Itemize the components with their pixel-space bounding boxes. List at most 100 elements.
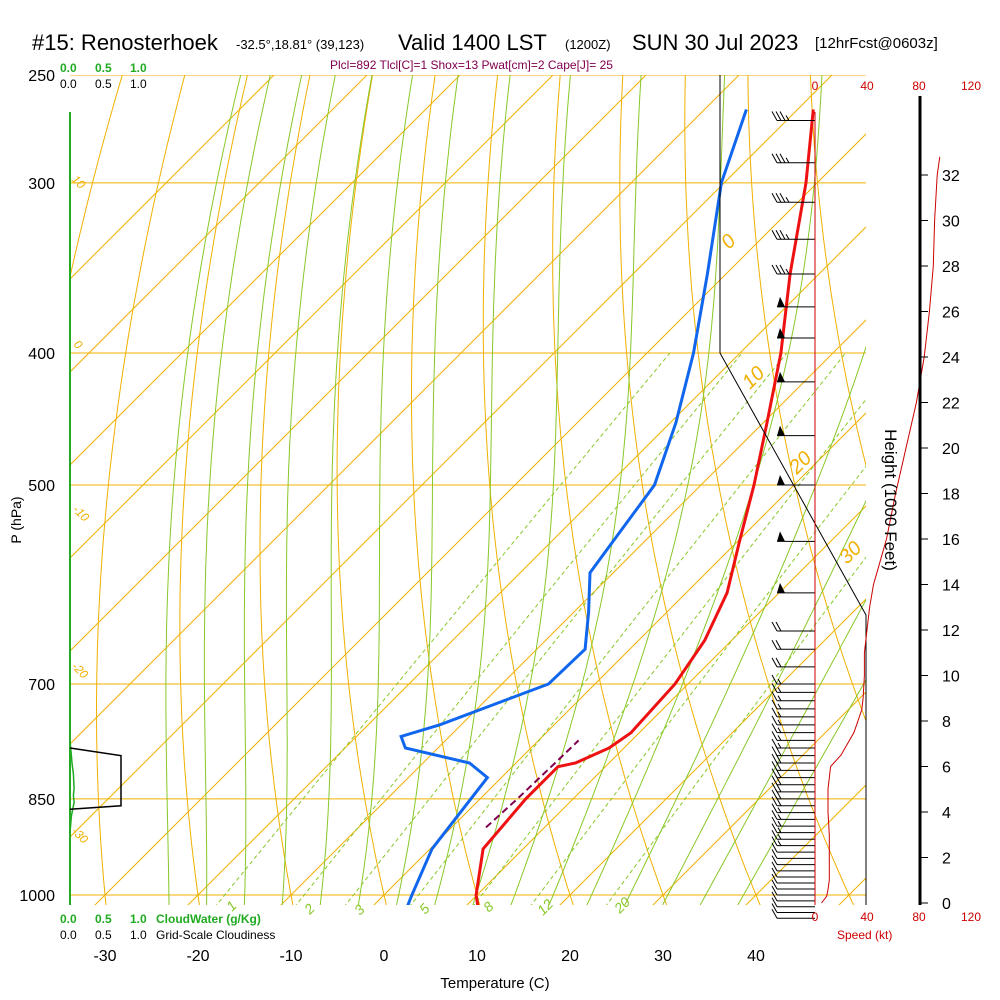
wind-barb-flag [771,657,778,668]
moist-adiabat-line [357,75,414,905]
cloudwater-tick-label: 0.5 [95,61,112,75]
temperature-tick-label: -10 [279,948,302,965]
wind-barb-half-flag [777,833,782,840]
wind-barb-flag [771,836,778,846]
wind-barb-flag [771,810,778,820]
mixing-ratio-line [605,556,866,905]
wind-barb-pennant [777,582,785,593]
wind-barb-half-flag [777,840,782,846]
temperature-tick-label: 20 [561,948,579,965]
pressure-tick-label: 250 [28,68,55,85]
station-coords: -32.5°,18.81° (39,123) [236,37,365,52]
wind-barb-flag [771,855,778,865]
wind-barb [777,475,815,486]
mixing-ratio-line [295,352,743,905]
wind-barb [771,715,815,726]
height-tick-label: 18 [942,487,960,504]
wind-barb-flag [771,731,778,741]
wind-barb [771,229,815,240]
wind-barb-flag [771,897,778,907]
wind-barb-half-flag [785,233,790,240]
wind-barb-pennant [777,296,785,307]
mixing-ratio-label: 2 [300,900,318,918]
moist-adiabat-line [203,75,271,905]
wind-barb-flag [771,723,778,733]
wind-barb [771,621,815,632]
wind-barb-flag [771,873,778,884]
isotherm-line [94,133,866,905]
pressure-tick-label: 700 [28,677,55,694]
height-tick-label: 14 [942,578,960,595]
wind-barb [771,639,815,650]
moist-adiabat-line [624,345,866,905]
wind-speed-tick-label: 120 [961,79,981,93]
wind-barb [777,371,815,383]
wind-barb-half-flag [777,678,782,685]
isotherm-line [70,75,740,745]
dry-adiabat-label: -10 [70,502,92,524]
moist-adiabat-line [165,75,242,905]
mixing-ratio-label: 3 [351,901,368,918]
wind-barb-half-flag [777,687,782,693]
wind-barb-flag [771,746,778,756]
wind-barb-half-flag [777,719,782,726]
wind-barb-flag [771,153,778,164]
wind-barb-flag [771,803,778,813]
wind-barb [771,707,815,718]
wind-barb-flag [771,715,778,726]
wind-barb [771,842,815,853]
cloudwater-tick-label: 1.0 [130,61,147,75]
wind-barb-half-flag [777,711,782,718]
isotherm-line [280,319,866,905]
isotherm-line [70,75,647,652]
cloudiness-tick-label: 0.5 [95,928,112,942]
pressure-tick-label: 300 [28,176,55,193]
height-tick-label: 32 [942,168,960,185]
wind-barb-flag [775,229,782,240]
cloudwater-tick-label: 0.5 [95,912,112,926]
height-tick-label: 6 [942,760,951,777]
wind-barb [771,903,815,913]
wind-barb [771,657,815,668]
dewpoint-line [399,109,748,905]
isotherm-line [70,75,461,466]
wind-barb [771,836,815,847]
isotherm-label: 20 [784,447,816,479]
mixing-ratio-line [215,352,671,905]
isotherm-line [70,75,554,559]
dry-adiabat-line [96,75,186,905]
wind-barb-pennant [777,425,785,436]
wind-barb-flag [771,761,778,771]
plot-frame [719,75,867,905]
cloudwater-tick-label: 0.0 [60,912,77,926]
temperature-tick-label: -30 [93,948,116,965]
wind-barb [771,861,815,872]
parcel-line [485,739,580,829]
height-tick-label: 8 [942,714,951,731]
wind-barb-flag [771,842,778,853]
wind-barb-half-flag [777,820,782,827]
wind-barb-flag [771,861,778,872]
height-tick-label: 10 [942,669,960,686]
wind-barb-flag [771,621,778,632]
dewpoint-surface-dot [405,920,413,928]
isotherm-label: 10 [738,362,769,393]
wind-barb-flag [771,908,778,919]
height-tick-label: 12 [942,623,960,640]
dry-adiabat-line [411,75,481,905]
wind-barb-half-flag [777,814,782,820]
wind-barb-flag [779,264,786,275]
wind-barb-pennant [777,475,785,485]
wind-barb-flag [771,111,778,121]
moist-adiabat-line [396,75,459,905]
wind-barb [771,723,815,734]
wind-barb-flag [771,192,778,203]
wind-barb [777,531,815,542]
moist-adiabat-line [662,499,866,905]
moist-adiabat-line [243,75,303,905]
height-tick-label: 20 [942,441,960,458]
wind-barb-flag [771,816,778,827]
wind-speed-tick-label: 0 [812,79,819,93]
valid-date: SUN 30 Jul 2023 [632,30,799,55]
